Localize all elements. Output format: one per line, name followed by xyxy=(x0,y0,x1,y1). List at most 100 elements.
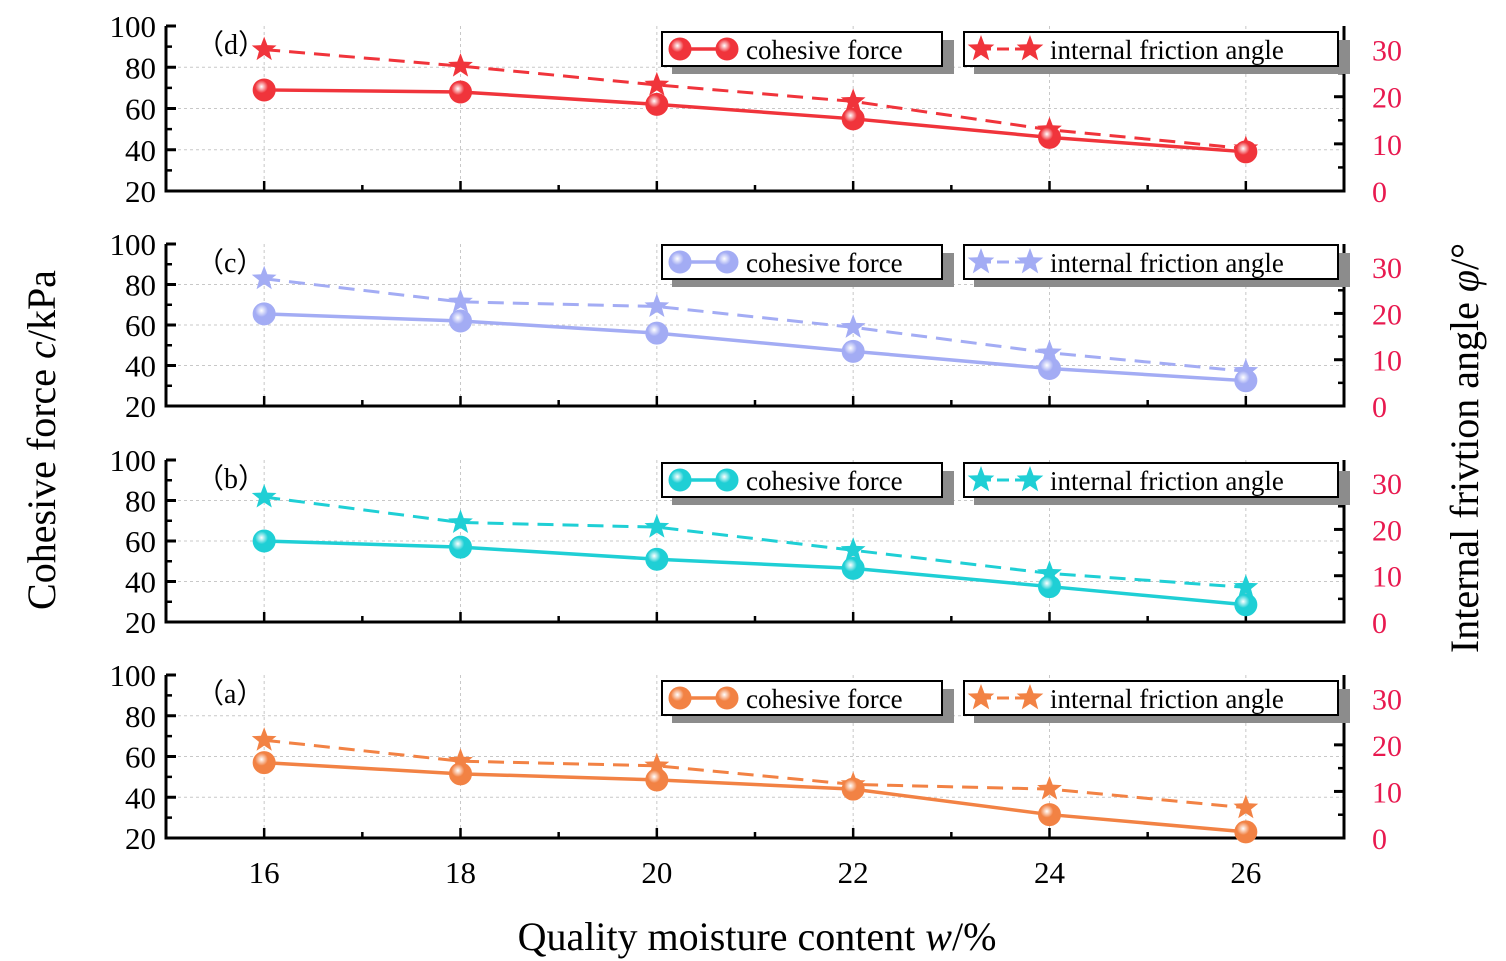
panel-series xyxy=(251,727,1259,844)
right-axis-tick-label: 0 xyxy=(1372,823,1387,856)
x-axis-title-variable: w xyxy=(925,914,952,959)
panel-3: 20 40 60 80 100 0 10 20 30 （a） cohesive force inter… xyxy=(110,658,1403,856)
friction-angle-point xyxy=(448,288,473,313)
cohesive-force-point xyxy=(1038,125,1061,149)
cohesive-force-point xyxy=(645,321,669,345)
left-axis-tick-label: 80 xyxy=(125,484,156,519)
right-axis-tick-label: 0 xyxy=(1372,176,1387,209)
legend-label: internal friction angle xyxy=(1050,684,1284,714)
friction-angle-point xyxy=(1037,560,1062,584)
friction-angle-point xyxy=(840,88,866,112)
y-axis-title: Cohesive force c/kPa xyxy=(19,270,64,610)
right-axis-tick-label: 20 xyxy=(1372,514,1402,547)
legend-cohesive-force: cohesive force xyxy=(661,244,954,287)
left-axis-tick-label: 40 xyxy=(125,780,156,815)
legend-marker xyxy=(715,686,739,710)
right-axis-tick-label: 0 xyxy=(1372,391,1387,424)
friction-angle-line xyxy=(263,495,1246,589)
panel-label: （b） xyxy=(196,463,266,495)
legend-label: internal friction angle xyxy=(1050,35,1284,65)
legend-cohesive-force: cohesive force xyxy=(661,680,954,723)
cohesive-force-line xyxy=(264,88,1246,154)
legend-marker xyxy=(967,466,995,492)
x-axis-title-prefix: Quality moisture content xyxy=(518,914,926,959)
friction-angle-point xyxy=(840,314,866,338)
panel-1: 20 40 60 80 100 0 10 20 30 （c） cohesive force inter… xyxy=(110,227,1403,424)
left-axis-tick-label: 40 xyxy=(125,565,156,600)
right-axis-tick-label: 20 xyxy=(1372,298,1402,331)
legend-friction-angle: internal friction angle xyxy=(963,244,1350,287)
friction-angle-point xyxy=(644,514,670,538)
right-axis-title: Internal frivtion angle φ/° xyxy=(1442,243,1487,653)
legend-friction-angle: internal friction angle xyxy=(963,31,1350,74)
friction-angle-point xyxy=(644,752,670,777)
cohesive-force-point xyxy=(1234,140,1258,164)
right-axis-tick-label: 30 xyxy=(1372,35,1402,68)
cohesive-force-point xyxy=(449,535,472,559)
x-axis-title-unit: /% xyxy=(952,914,996,959)
legend-label: cohesive force xyxy=(746,248,903,278)
legend-label: internal friction angle xyxy=(1050,466,1284,496)
left-axis-tick-label: 100 xyxy=(110,443,157,478)
panel-series xyxy=(251,36,1259,164)
left-axis-tick-label: 60 xyxy=(125,92,156,127)
left-axis-tick-label: 80 xyxy=(125,268,156,303)
left-axis-tick-label: 60 xyxy=(125,740,156,775)
friction-angle-point xyxy=(1037,339,1062,364)
cohesive-force-point xyxy=(1234,820,1258,844)
cohesive-force-point xyxy=(1234,593,1258,617)
panel-0: 20 40 60 80 100 0 10 20 30 （d） cohesive force inter… xyxy=(110,9,1403,209)
right-axis-tick-label: 10 xyxy=(1372,561,1402,594)
cohesive-force-point xyxy=(841,556,865,580)
friction-angle-point xyxy=(644,71,670,96)
cohesive-force-point xyxy=(841,339,865,363)
x-axis-tick-label: 24 xyxy=(1034,855,1066,890)
legend-box xyxy=(963,244,1339,280)
y-axis-title-unit: /kPa xyxy=(19,270,64,341)
right-axis-tick-label: 20 xyxy=(1372,730,1402,763)
left-axis-tick-label: 40 xyxy=(125,133,156,168)
left-axis-tick-label: 40 xyxy=(125,349,156,384)
left-axis-tick-label: 60 xyxy=(125,308,156,343)
panel-label: （d） xyxy=(196,29,266,61)
cohesive-force-point xyxy=(1038,575,1061,599)
friction-angle-point xyxy=(1037,776,1062,800)
legend-friction-angle: internal friction angle xyxy=(963,462,1350,505)
legend-marker xyxy=(967,35,995,61)
legend-label: cohesive force xyxy=(746,35,903,65)
friction-angle-point xyxy=(840,537,866,561)
friction-angle-point xyxy=(448,748,473,772)
left-axis-tick-label: 100 xyxy=(110,658,157,693)
left-axis-tick-label: 100 xyxy=(110,227,157,262)
cohesive-force-point xyxy=(252,302,276,326)
legend-label: internal friction angle xyxy=(1050,248,1284,278)
legend-marker xyxy=(715,468,739,492)
friction-angle-line xyxy=(264,738,1246,810)
legend-marker xyxy=(668,37,692,61)
left-axis-tick-label: 20 xyxy=(125,389,156,424)
x-axis-tick-label: 20 xyxy=(641,855,672,890)
cohesive-force-point xyxy=(449,762,472,786)
right-axis-title-variable: φ xyxy=(1442,270,1487,292)
x-axis-tick-label: 22 xyxy=(838,855,869,890)
left-axis-tick-label: 20 xyxy=(125,174,156,209)
friction-angle-point xyxy=(448,53,473,77)
right-axis-tick-label: 0 xyxy=(1372,607,1387,640)
y-axis-title-prefix: Cohesive force xyxy=(19,359,64,610)
cohesive-force-line xyxy=(264,760,1246,834)
cohesive-force-point xyxy=(252,529,276,553)
friction-angle-point xyxy=(251,36,277,61)
legend-box xyxy=(661,31,943,67)
right-axis-title-prefix: Internal frivtion angle xyxy=(1442,292,1487,653)
legend-marker xyxy=(668,686,692,710)
legend-marker xyxy=(1016,35,1044,61)
panels-layer: 20 40 60 80 100 0 10 20 30 （d） cohesive force inter… xyxy=(110,9,1403,856)
friction-angle-point xyxy=(644,293,670,317)
friction-angle-point xyxy=(251,727,277,751)
panel-2: 20 40 60 80 100 0 10 20 30 （b） cohesive force inter… xyxy=(110,443,1403,640)
panel-label: （c） xyxy=(196,247,264,279)
legend-label: cohesive force xyxy=(746,684,903,714)
cohesive-force-point xyxy=(449,80,472,104)
panel-series xyxy=(251,265,1259,393)
